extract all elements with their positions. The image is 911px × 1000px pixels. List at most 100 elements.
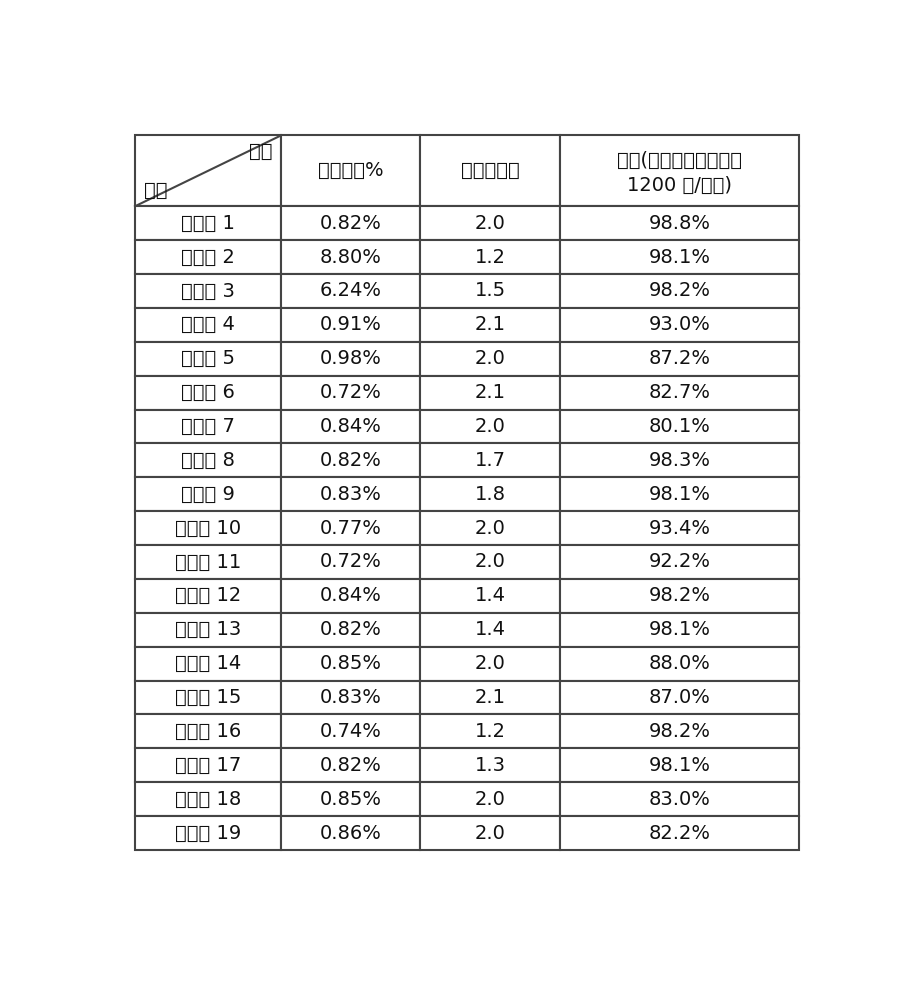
Bar (135, 240, 281, 274)
Bar (281, 545, 421, 579)
Text: 82.2%: 82.2% (649, 824, 711, 843)
Text: 88.0%: 88.0% (649, 654, 711, 673)
Bar (135, 545, 281, 579)
Bar (135, 714, 281, 748)
Bar (421, 443, 559, 477)
Text: 2.0: 2.0 (475, 552, 506, 571)
Bar (281, 410, 421, 443)
Bar (135, 274, 281, 308)
Text: 98.1%: 98.1% (649, 248, 711, 267)
Bar (135, 647, 281, 681)
Bar (281, 376, 421, 410)
Bar (559, 135, 799, 206)
Bar (421, 579, 559, 613)
Text: 2.0: 2.0 (475, 654, 506, 673)
Bar (135, 410, 281, 443)
Bar (281, 748, 421, 782)
Text: 0.91%: 0.91% (320, 315, 382, 334)
Text: 0.84%: 0.84% (320, 586, 382, 605)
Text: 实施例 13: 实施例 13 (175, 620, 241, 639)
Text: 2.0: 2.0 (475, 417, 506, 436)
Bar (559, 410, 799, 443)
Text: 83.0%: 83.0% (649, 790, 711, 809)
Bar (135, 376, 281, 410)
Bar (281, 274, 421, 308)
Text: 产品: 产品 (144, 181, 167, 200)
Bar (281, 308, 421, 342)
Bar (135, 308, 281, 342)
Text: 实施例 11: 实施例 11 (175, 552, 241, 571)
Text: 98.3%: 98.3% (649, 451, 711, 470)
Text: 0.86%: 0.86% (320, 824, 382, 843)
Bar (559, 511, 799, 545)
Bar (559, 816, 799, 850)
Text: 98.1%: 98.1% (649, 620, 711, 639)
Text: 98.2%: 98.2% (649, 281, 711, 300)
Text: 2.0: 2.0 (475, 214, 506, 233)
Bar (559, 206, 799, 240)
Bar (421, 816, 559, 850)
Text: 87.0%: 87.0% (649, 688, 711, 707)
Text: 87.2%: 87.2% (649, 349, 711, 368)
Bar (135, 782, 281, 816)
Text: 1.4: 1.4 (475, 620, 506, 639)
Text: 实施例 8: 实施例 8 (181, 451, 235, 470)
Text: 实施例 12: 实施例 12 (175, 586, 241, 605)
Text: 实施例 15: 实施例 15 (175, 688, 241, 707)
Bar (135, 511, 281, 545)
Text: 0.84%: 0.84% (320, 417, 382, 436)
Bar (135, 579, 281, 613)
Bar (559, 748, 799, 782)
Text: 8.80%: 8.80% (320, 248, 382, 267)
Bar (135, 477, 281, 511)
Text: 93.0%: 93.0% (649, 315, 711, 334)
Text: 指标: 指标 (249, 141, 272, 160)
Text: 实施例 2: 实施例 2 (181, 248, 235, 267)
Bar (135, 816, 281, 850)
Text: 98.1%: 98.1% (649, 756, 711, 775)
Bar (421, 135, 559, 206)
Text: 0.85%: 0.85% (320, 790, 382, 809)
Bar (135, 342, 281, 376)
Text: 2.1: 2.1 (475, 688, 506, 707)
Bar (421, 308, 559, 342)
Bar (281, 511, 421, 545)
Bar (421, 681, 559, 714)
Text: 2.0: 2.0 (475, 519, 506, 538)
Text: 0.72%: 0.72% (320, 552, 382, 571)
Text: 0.74%: 0.74% (320, 722, 382, 741)
Text: 1.7: 1.7 (475, 451, 506, 470)
Text: 1.3: 1.3 (475, 756, 506, 775)
Text: 2.1: 2.1 (475, 315, 506, 334)
Bar (281, 647, 421, 681)
Bar (281, 681, 421, 714)
Bar (421, 714, 559, 748)
Text: 漂移量，%: 漂移量，% (318, 161, 384, 180)
Text: 98.8%: 98.8% (649, 214, 711, 233)
Text: 1.8: 1.8 (475, 485, 506, 504)
Text: 防效(有效成分用药量：: 防效(有效成分用药量： (617, 151, 742, 170)
Text: 6.24%: 6.24% (320, 281, 382, 300)
Text: 1.2: 1.2 (475, 248, 506, 267)
Bar (559, 376, 799, 410)
Bar (421, 511, 559, 545)
Text: 实施例 4: 实施例 4 (181, 315, 235, 334)
Bar (559, 308, 799, 342)
Bar (281, 206, 421, 240)
Text: 实施例 19: 实施例 19 (175, 824, 241, 843)
Bar (135, 748, 281, 782)
Bar (281, 579, 421, 613)
Text: 0.83%: 0.83% (320, 485, 382, 504)
Text: 2.0: 2.0 (475, 824, 506, 843)
Text: 实施例 5: 实施例 5 (181, 349, 235, 368)
Bar (421, 647, 559, 681)
Bar (421, 376, 559, 410)
Bar (559, 579, 799, 613)
Bar (559, 613, 799, 647)
Bar (421, 342, 559, 376)
Text: 实施例 18: 实施例 18 (175, 790, 241, 809)
Bar (559, 714, 799, 748)
Bar (421, 477, 559, 511)
Bar (281, 240, 421, 274)
Text: 1.4: 1.4 (475, 586, 506, 605)
